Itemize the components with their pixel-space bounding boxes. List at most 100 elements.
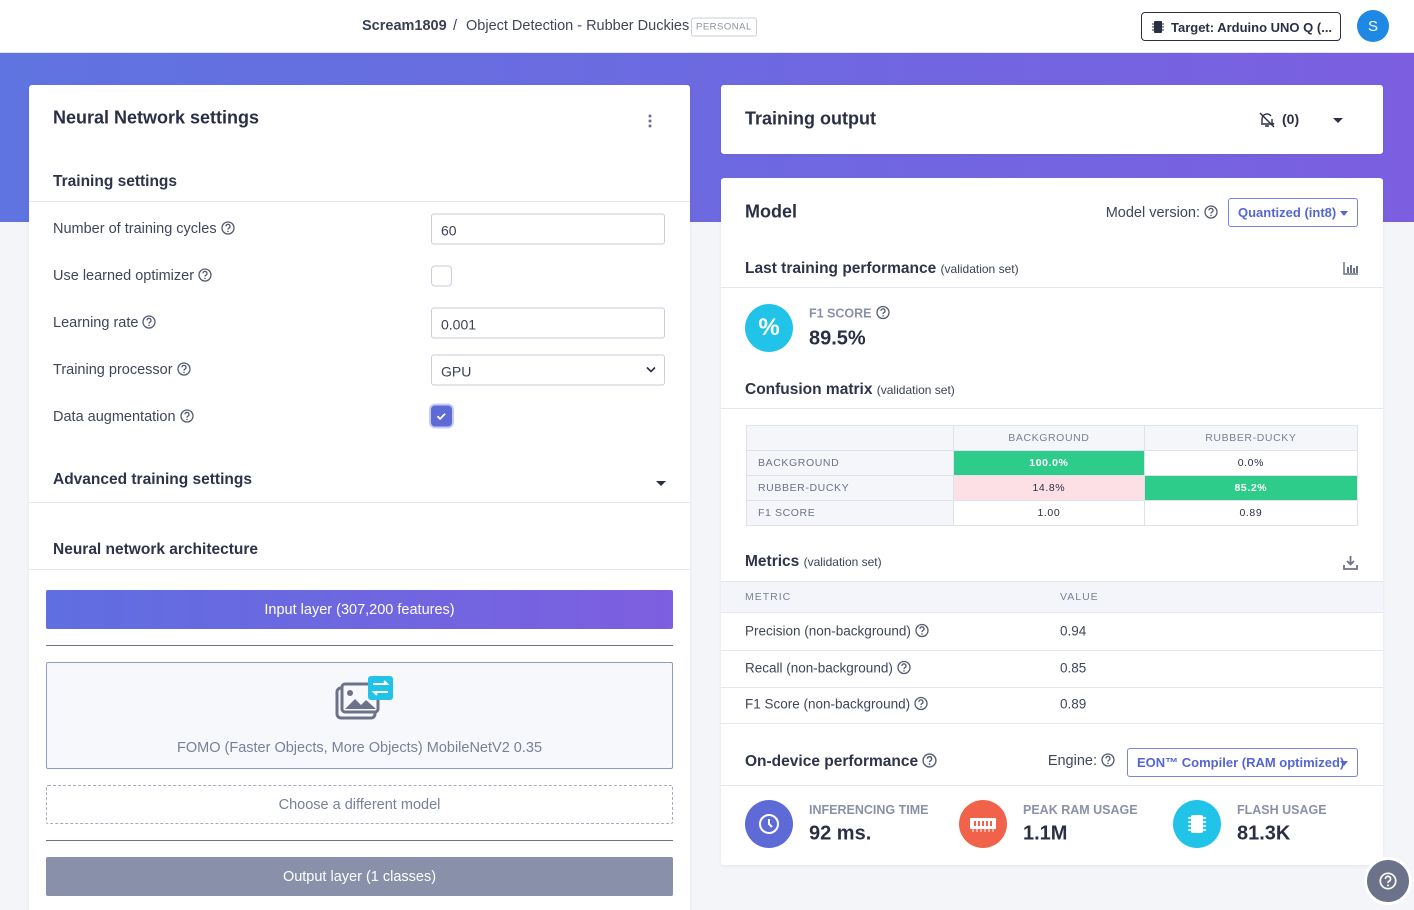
matrix-cell: 0.0% bbox=[1143, 450, 1359, 476]
label-text: Engine: bbox=[1047, 753, 1097, 769]
metric-value: 0.94 bbox=[1060, 623, 1087, 639]
flash-icon bbox=[1173, 800, 1221, 848]
row-header: RUBBER-DUCKY bbox=[746, 475, 954, 501]
help-icon[interactable] bbox=[1204, 205, 1218, 219]
help-button[interactable] bbox=[1364, 857, 1412, 905]
help-icon[interactable] bbox=[142, 315, 156, 329]
help-icon[interactable] bbox=[914, 697, 928, 711]
row-header: BACKGROUND bbox=[746, 450, 954, 476]
expand-caret[interactable] bbox=[1333, 118, 1343, 123]
field-label: Data augmentation bbox=[53, 409, 194, 425]
engine-label: Engine: bbox=[1048, 753, 1115, 769]
confusion-matrix: BACKGROUND RUBBER-DUCKY BACKGROUND 100.0% 0… bbox=[746, 425, 1359, 526]
help-icon[interactable] bbox=[221, 221, 235, 235]
target-button[interactable]: Target: Arduino UNO Q (... bbox=[1141, 12, 1341, 41]
top-bar bbox=[0, 0, 1414, 53]
field-label: Use learned optimizer bbox=[53, 268, 212, 284]
label-text: Recall (non-background) bbox=[745, 660, 893, 676]
model-version-select[interactable]: Quantized (int8) bbox=[1228, 198, 1358, 227]
title-text: Confusion matrix bbox=[745, 381, 873, 398]
matrix-cell: 14.8% bbox=[953, 475, 1145, 501]
target-label: Target: Arduino UNO Q (... bbox=[1171, 20, 1333, 35]
model-block[interactable] bbox=[46, 662, 673, 769]
row-header: F1 SCORE bbox=[746, 500, 954, 526]
ram-icon bbox=[959, 800, 1007, 848]
stat-value: 92 ms. bbox=[809, 822, 872, 845]
bell-off-icon[interactable] bbox=[1258, 111, 1276, 128]
label-text: Model version: bbox=[1105, 205, 1200, 221]
divider bbox=[29, 201, 690, 202]
download-icon[interactable] bbox=[1343, 555, 1358, 570]
chart-icon[interactable] bbox=[1343, 262, 1358, 275]
version-label: Model version: bbox=[1106, 205, 1218, 221]
help-icon[interactable] bbox=[915, 624, 929, 638]
help-icon[interactable] bbox=[876, 306, 890, 320]
section-title: Last training performance (validation se… bbox=[745, 260, 1019, 278]
corner-cell bbox=[746, 425, 954, 451]
help-icon[interactable] bbox=[1101, 753, 1115, 767]
select-value: EON™ Compiler (RAM optimized) bbox=[1137, 755, 1345, 770]
select-chevron bbox=[646, 366, 656, 373]
f1-label: F1 SCORE bbox=[809, 306, 890, 321]
label-text: Precision (non-background) bbox=[745, 623, 911, 639]
username[interactable]: Scream1809 bbox=[362, 18, 447, 34]
help-icon[interactable] bbox=[897, 661, 911, 675]
text-input[interactable]: 0.001 bbox=[431, 307, 665, 339]
select-value: GPU bbox=[441, 363, 472, 380]
avatar[interactable]: S bbox=[1357, 10, 1389, 42]
select-caret bbox=[1340, 761, 1348, 766]
title-text: On-device performance bbox=[745, 753, 919, 770]
nn-settings-card bbox=[29, 85, 690, 910]
clock-icon bbox=[745, 800, 793, 848]
label-text: F1 Score (non-background) bbox=[745, 696, 911, 712]
help-icon[interactable] bbox=[922, 753, 937, 768]
divider bbox=[29, 502, 690, 503]
help-icon[interactable] bbox=[198, 268, 212, 282]
kebab-menu[interactable] bbox=[647, 114, 653, 128]
choose-model-button[interactable]: Choose a different model bbox=[46, 785, 673, 824]
section-title: Neural network architecture bbox=[53, 541, 259, 558]
field-label: Learning rate bbox=[53, 315, 156, 331]
help-icon[interactable] bbox=[177, 362, 191, 376]
title-text: Metrics bbox=[745, 553, 800, 570]
select-input[interactable]: GPU bbox=[431, 354, 665, 386]
label-text: Use learned optimizer bbox=[53, 268, 195, 284]
help-icon[interactable] bbox=[180, 409, 194, 423]
check-mark bbox=[436, 413, 446, 421]
checkbox[interactable] bbox=[431, 405, 452, 427]
notification-count: (0) bbox=[1282, 111, 1300, 127]
stat-label: FLASH USAGE bbox=[1237, 803, 1327, 817]
project-name[interactable]: Object Detection - Rubber Duckies bbox=[466, 18, 690, 34]
checkbox[interactable] bbox=[431, 265, 452, 287]
stat-value: 81.3K bbox=[1237, 822, 1291, 845]
expand-caret[interactable] bbox=[656, 481, 666, 486]
label-text: Number of training cycles bbox=[53, 221, 217, 237]
stat-label: PEAK RAM USAGE bbox=[1023, 803, 1138, 817]
model-name: FOMO (Faster Objects, More Objects) Mobi… bbox=[176, 740, 543, 756]
metrics-header bbox=[721, 581, 1383, 613]
matrix-cell: 100.0% bbox=[953, 450, 1145, 476]
column-header: BACKGROUND bbox=[953, 425, 1145, 451]
divider bbox=[721, 723, 1383, 724]
output-layer[interactable]: Output layer (1 classes) bbox=[46, 857, 673, 896]
f1-icon: % bbox=[745, 304, 793, 352]
section-title[interactable]: Advanced training settings bbox=[53, 471, 252, 488]
input-layer[interactable]: Input layer (307,200 features) bbox=[46, 590, 673, 629]
project-badge: PERSONAL bbox=[691, 17, 757, 37]
column-header: METRIC bbox=[745, 591, 792, 603]
metric-name: Precision (non-background) bbox=[745, 624, 929, 639]
section-title: Metrics (validation set) bbox=[745, 553, 882, 571]
label-text: F1 SCORE bbox=[809, 306, 872, 321]
card-title: Model bbox=[745, 201, 797, 222]
text-input[interactable]: 60 bbox=[431, 213, 665, 245]
label-text: Learning rate bbox=[53, 315, 139, 331]
engine-select[interactable]: EON™ Compiler (RAM optimized) bbox=[1127, 748, 1358, 777]
stat-label: INFERENCING TIME bbox=[809, 803, 929, 817]
subtitle: (validation set) bbox=[940, 262, 1019, 276]
title-text: Last training performance bbox=[745, 260, 937, 277]
stat-value: 1.1M bbox=[1023, 822, 1068, 845]
section-title: Training settings bbox=[53, 173, 178, 190]
column-header: VALUE bbox=[1060, 591, 1099, 603]
connector bbox=[46, 645, 673, 646]
